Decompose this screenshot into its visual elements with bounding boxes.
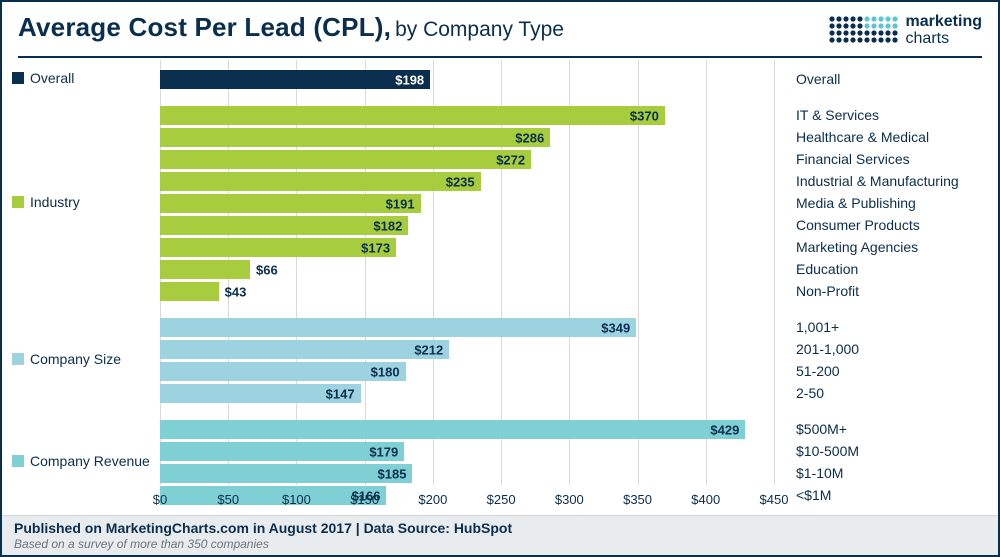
bar-value-label: $272 (496, 152, 525, 167)
category-label: Media & Publishing (796, 194, 916, 213)
legend-label: Overall (30, 70, 74, 86)
category-label: Financial Services (796, 150, 910, 169)
bar-value-label: $212 (414, 342, 443, 357)
bar-value-label: $349 (601, 320, 630, 335)
logo-text: marketing charts (906, 14, 982, 48)
category-label: $10-500M (796, 442, 859, 461)
bar: $429 (160, 420, 745, 439)
bar: $212 (160, 340, 449, 359)
bar-value-label: $429 (710, 422, 739, 437)
bar: $198 (160, 70, 430, 89)
category-label: 2-50 (796, 384, 824, 403)
category-label: Overall (796, 70, 840, 89)
legend-swatch (12, 72, 24, 84)
bar-value-label: $185 (378, 466, 407, 481)
bar-value-label: $66 (256, 262, 278, 277)
legend-item-overall: Overall (12, 70, 74, 86)
legend-item-industry: Industry (12, 194, 80, 210)
category-label: IT & Services (796, 106, 879, 125)
legend-item-size: Company Size (12, 351, 121, 367)
legend-column: Overall Industry Company Size Company Reven… (2, 64, 160, 509)
bar: $235 (160, 172, 481, 191)
category-label: $1-10M (796, 464, 843, 483)
bar: $349 (160, 318, 636, 337)
footer: Published on MarketingCharts.com in Augu… (2, 515, 998, 555)
bar-value-label: $286 (515, 130, 544, 145)
bar: $191 (160, 194, 421, 213)
category-label: 201-1,000 (796, 340, 859, 359)
category-label: Non-Profit (796, 282, 859, 301)
footer-note: Based on a survey of more than 350 compa… (14, 537, 986, 551)
x-tick-label: $300 (555, 492, 584, 507)
x-tick-label: $150 (350, 492, 379, 507)
bar: $182 (160, 216, 408, 235)
bar-value-label: $173 (361, 240, 390, 255)
x-tick-label: $350 (623, 492, 652, 507)
bar: $179 (160, 442, 404, 461)
category-label-column: Overall IT & Services Healthcare & Medical… (788, 64, 998, 509)
category-label: Consumer Products (796, 216, 920, 235)
title-sub: by Company Type (395, 18, 564, 42)
x-tick-label: $100 (282, 492, 311, 507)
category-label: 51-200 (796, 362, 840, 381)
x-tick-label: $0 (153, 492, 167, 507)
bar: $370 (160, 106, 665, 125)
category-label: 1,001+ (796, 318, 839, 337)
bar: $286 (160, 128, 550, 147)
x-tick-label: $400 (691, 492, 720, 507)
bar-value-label: $147 (326, 386, 355, 401)
title-main: Average Cost Per Lead (CPL), (18, 12, 391, 43)
logo-line1: marketing (906, 14, 982, 31)
legend-item-revenue: Company Revenue (12, 453, 150, 469)
category-label: <$1M (796, 486, 831, 505)
plot-area: $198 $370 $286 $272 $235 $191 $182 $173 $66 $43 $3… (160, 64, 770, 483)
x-tick-label: $250 (487, 492, 516, 507)
bar: $173 (160, 238, 396, 257)
legend-swatch (12, 455, 24, 467)
bar-value-label: $370 (630, 108, 659, 123)
legend-label: Industry (30, 194, 80, 210)
legend-label: Company Size (30, 351, 121, 367)
category-label: Education (796, 260, 858, 279)
bar: $43 (160, 282, 219, 301)
bar: $147 (160, 384, 361, 403)
category-label: Healthcare & Medical (796, 128, 929, 147)
bar-value-label: $191 (386, 196, 415, 211)
chart-frame: Average Cost Per Lead (CPL), by Company … (0, 0, 1000, 557)
bar-value-label: $198 (395, 72, 424, 87)
plot-column: $198 $370 $286 $272 $235 $191 $182 $173 $66 $43 $3… (160, 64, 788, 509)
bar: $272 (160, 150, 531, 169)
bar: $185 (160, 464, 412, 483)
bar-value-label: $235 (446, 174, 475, 189)
legend-label: Company Revenue (30, 453, 150, 469)
footer-source: Published on MarketingCharts.com in Augu… (14, 520, 986, 536)
gridline (774, 60, 775, 485)
category-label: Industrial & Manufacturing (796, 172, 959, 191)
bar-value-label: $179 (369, 444, 398, 459)
header: Average Cost Per Lead (CPL), by Company … (2, 2, 998, 54)
category-label: Marketing Agencies (796, 238, 918, 257)
bar-value-label: $182 (373, 218, 402, 233)
bar: $66 (160, 260, 250, 279)
logo-dots-icon (828, 15, 898, 47)
chart-title: Average Cost Per Lead (CPL), by Company … (18, 12, 564, 43)
x-tick-label: $200 (418, 492, 447, 507)
brand-logo: marketing charts (828, 12, 982, 48)
legend-swatch (12, 196, 24, 208)
x-tick-label: $50 (217, 492, 239, 507)
bar-value-label: $180 (371, 364, 400, 379)
category-label: $500M+ (796, 420, 847, 439)
title-rule (18, 56, 982, 58)
bar-value-label: $43 (225, 284, 247, 299)
x-tick-label: $450 (760, 492, 789, 507)
legend-swatch (12, 353, 24, 365)
logo-line2: charts (906, 31, 982, 48)
bar: $180 (160, 362, 406, 381)
chart-body: Overall Industry Company Size Company Reven… (2, 64, 998, 509)
